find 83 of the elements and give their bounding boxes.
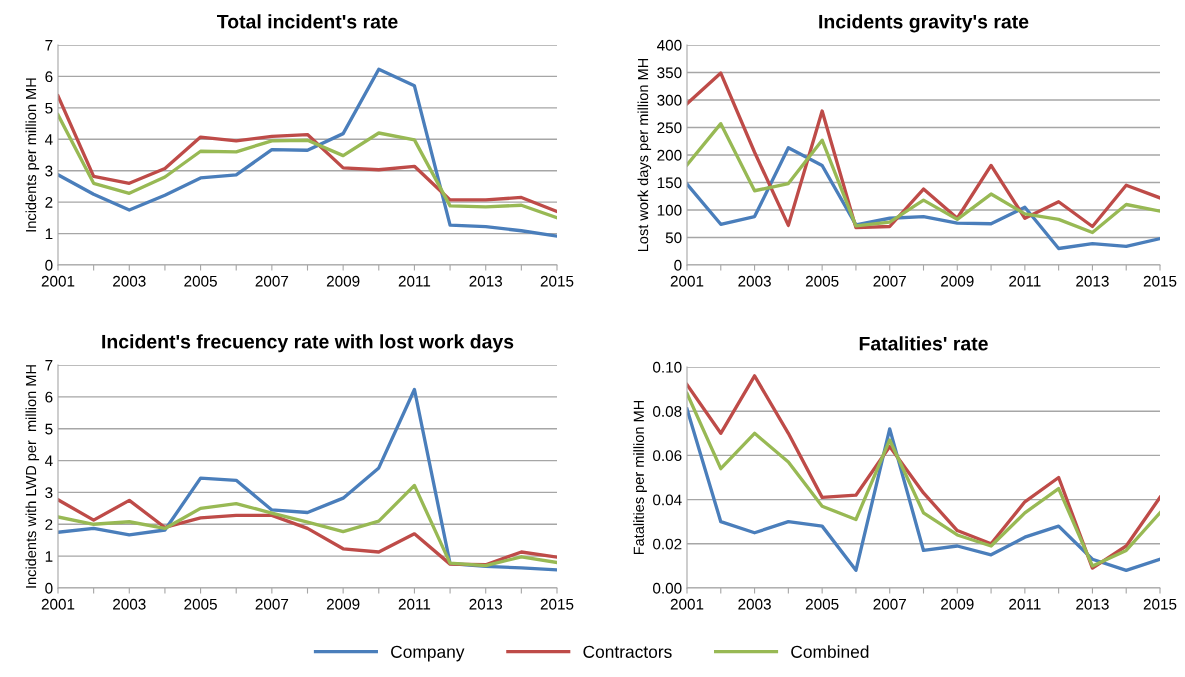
x-tick-label: 2005 <box>805 598 839 610</box>
y-tick-label: 300 <box>657 94 682 106</box>
y-tick-label: 0 <box>45 259 53 271</box>
x-tick-label: 2007 <box>255 598 289 610</box>
x-tick-label: 2013 <box>1076 598 1109 610</box>
y-tick-label: 250 <box>657 122 682 134</box>
line-series <box>58 94 557 214</box>
x-tick-label: 2003 <box>738 275 771 287</box>
x-tick-label: 2011 <box>1009 275 1041 287</box>
x-tick-label: 2007 <box>255 275 289 287</box>
y-tick-label: 4 <box>44 455 53 467</box>
x-tick-label: 2007 <box>873 275 906 287</box>
y-tick-label: 2 <box>45 519 53 530</box>
x-tick-label: 2003 <box>113 275 146 287</box>
y-tick-label: 0.06 <box>653 450 682 462</box>
x-tick-label: 2007 <box>873 598 906 610</box>
x-tick-label: 2009 <box>326 275 360 287</box>
y-tick-label: 7 <box>45 360 53 371</box>
y-tick-label: 0 <box>674 259 682 271</box>
y-axis-title: Incidents with LWD per million MH <box>25 365 40 588</box>
line-series <box>58 387 557 572</box>
y-tick-label: 0 <box>45 582 53 594</box>
line-series <box>58 483 557 568</box>
x-tick-label: 2015 <box>540 598 574 610</box>
line-series <box>58 67 557 238</box>
x-tick-label: 2015 <box>1143 275 1177 287</box>
y-tick-label: 150 <box>657 177 682 189</box>
x-tick-label: 2013 <box>469 275 503 287</box>
x-tick-label: 2001 <box>670 598 704 610</box>
y-tick-label: 7 <box>45 40 53 51</box>
line-series <box>687 71 1160 230</box>
legend-label: Combined <box>791 645 869 658</box>
x-tick-label: 2015 <box>1143 598 1177 610</box>
x-tick-label: 2003 <box>738 598 771 610</box>
x-tick-label: 2003 <box>113 598 146 610</box>
x-tick-label: 2009 <box>941 275 974 287</box>
line-series <box>687 121 1160 235</box>
x-tick-label: 2013 <box>1076 275 1109 287</box>
y-tick-label: 0.00 <box>653 582 682 594</box>
y-axis-title: Fatalities per million MH <box>633 400 647 555</box>
y-tick-label: 3 <box>45 165 53 177</box>
y-tick-label: 4 <box>44 134 53 145</box>
y-tick-label: 1 <box>45 228 53 240</box>
y-tick-label: 350 <box>657 67 682 79</box>
y-axis-title: Incidents per million MH <box>25 78 40 232</box>
y-tick-label: 100 <box>657 204 682 216</box>
x-tick-label: 2005 <box>184 598 217 610</box>
line-series <box>687 146 1160 251</box>
y-axis-title: Lost work days per million MH <box>637 58 652 252</box>
chart-title: Incidents gravity's rate <box>819 14 1029 33</box>
x-tick-label: 2015 <box>540 275 574 287</box>
x-tick-label: 2005 <box>184 275 217 287</box>
legend-label: Contractors <box>583 645 672 658</box>
y-tick-label: 6 <box>45 71 53 83</box>
x-tick-label: 2001 <box>41 598 75 610</box>
legend-label: Company <box>391 645 465 662</box>
x-tick-label: 2011 <box>1009 598 1041 610</box>
x-tick-label: 2005 <box>805 275 839 287</box>
x-tick-label: 2001 <box>41 275 75 287</box>
y-tick-label: 1 <box>45 551 53 562</box>
x-tick-label: 2009 <box>326 598 360 610</box>
line-series <box>58 498 557 567</box>
x-tick-label: 2001 <box>670 275 704 287</box>
y-tick-label: 3 <box>45 487 53 499</box>
x-tick-label: 2009 <box>941 598 974 610</box>
y-tick-label: 200 <box>657 149 682 161</box>
chart-title: Incident's frecuency rate with lost work days <box>102 334 514 353</box>
y-tick-label: 5 <box>45 423 53 435</box>
y-tick-label: 0.08 <box>653 406 682 417</box>
chart-title: Fatalities' rate <box>859 336 988 351</box>
y-tick-label: 50 <box>665 232 682 244</box>
line-series <box>58 113 557 220</box>
y-tick-label: 5 <box>45 102 53 114</box>
x-tick-label: 2011 <box>398 598 431 610</box>
y-tick-label: 6 <box>45 391 53 403</box>
y-tick-label: 0.04 <box>653 494 682 506</box>
y-tick-label: 0.02 <box>653 538 682 550</box>
y-tick-label: 0.10 <box>653 361 682 373</box>
chart-title: Total incident's rate <box>216 14 398 29</box>
y-tick-label: 2 <box>45 197 53 208</box>
x-tick-label: 2013 <box>469 598 503 610</box>
x-tick-label: 2011 <box>398 275 431 287</box>
y-tick-label: 400 <box>657 39 682 51</box>
